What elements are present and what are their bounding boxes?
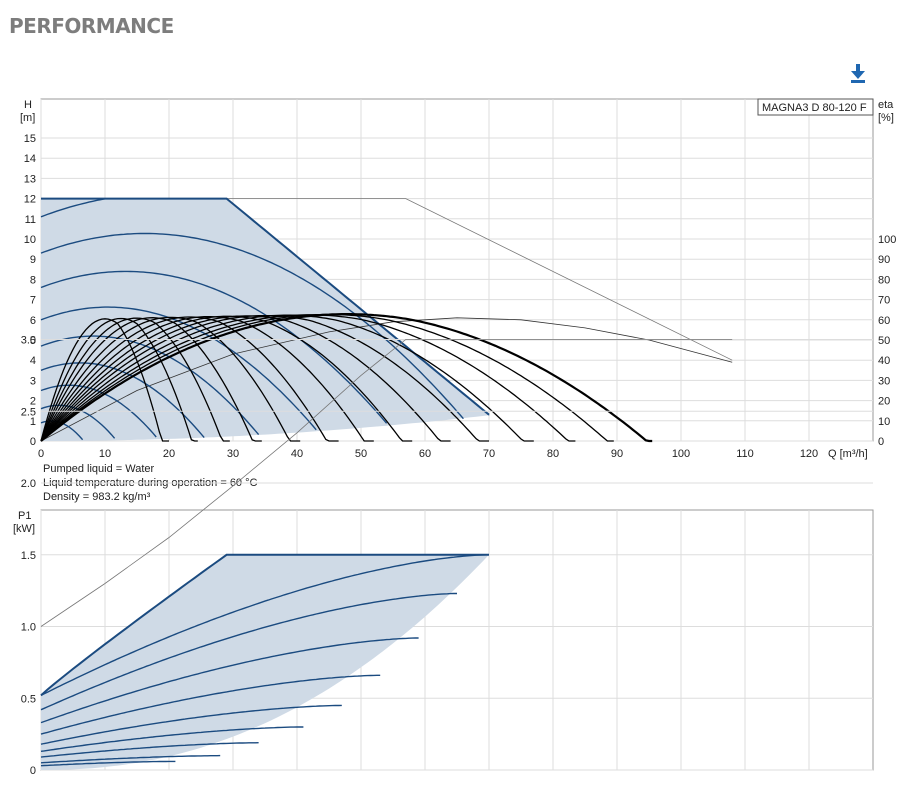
model-label-box	[757, 98, 874, 116]
power-speed-curve	[40, 554, 489, 697]
efficiency-curve	[40, 313, 653, 443]
x-tick-label: 90	[611, 448, 623, 460]
eta-tick-label: 70	[878, 295, 890, 307]
y-tick-label: 6	[30, 315, 36, 327]
p1-axis-label: P1	[18, 510, 31, 522]
x-tick-label: 40	[291, 448, 303, 460]
eta-tick-label: 10	[878, 416, 890, 428]
efficiency-curve	[40, 317, 262, 442]
power-speed-curve	[40, 742, 259, 758]
speed-curve	[40, 335, 260, 436]
y-tick-label: 8	[30, 274, 36, 286]
speed-curve	[40, 384, 157, 438]
power-tick-label: 1.5	[21, 550, 36, 562]
eta-tick-label: 60	[878, 315, 890, 327]
h-axis-unit: [m]	[20, 112, 35, 124]
eta-tick-label: 20	[878, 396, 890, 408]
power-speed-curve	[40, 592, 457, 711]
x-tick-label: 10	[99, 448, 111, 460]
power-speed-curve	[40, 726, 304, 752]
y-tick-label: 5	[30, 335, 36, 347]
power-speed-curve	[40, 704, 342, 745]
power-tick-label: 1.0	[21, 622, 36, 634]
eta-tick-label: 30	[878, 375, 890, 387]
operating-area	[41, 198, 489, 441]
y-tick-label: 2	[30, 396, 36, 408]
eta-tick-label: 90	[878, 254, 890, 266]
x-tick-label: 50	[355, 448, 367, 460]
model-label: MAGNA3 D 80-120 F	[762, 102, 867, 114]
eta-tick-label: 40	[878, 355, 890, 367]
annotation-density: Density = 983.2 kg/m³	[43, 491, 151, 503]
eta-tick-label: 80	[878, 274, 890, 286]
speed-curve	[40, 270, 388, 424]
efficiency-curve	[40, 317, 230, 442]
twin-efficiency-curve	[40, 317, 733, 442]
efficiency-curve	[40, 317, 198, 442]
efficiency-curve	[40, 315, 413, 442]
y-tick-label: 12	[24, 194, 36, 206]
x-tick-label: 60	[419, 448, 431, 460]
y-tick-label: 10	[24, 234, 36, 246]
y-tick-label: 1	[30, 416, 36, 428]
power-max-curve	[40, 553, 489, 697]
x-tick-label: 0	[38, 448, 44, 460]
power-speed-curve	[40, 674, 381, 735]
speed-curve	[40, 198, 106, 218]
efficiency-curve	[40, 316, 374, 442]
twin-power-curve	[40, 339, 733, 627]
y-tick-label: 0	[30, 436, 36, 448]
y-tick-label: 3	[30, 375, 36, 387]
y-tick-label: 14	[24, 153, 36, 165]
head-chart: 0 10 20 30 40 50 60 70 80 90 100 110 120 01234567891…	[20, 98, 896, 503]
head-x-ticks: 0 10 20 30 40 50 60 70 80 90 100 110 120	[38, 448, 818, 460]
y-tick-label: 4	[30, 355, 36, 367]
eta-tick-label: 100	[878, 234, 896, 246]
eta-axis-unit: [%]	[878, 112, 894, 124]
eta-y-ticks: 0 10 20 30 40 50 60 70 80 90 100	[878, 234, 896, 448]
power-curves	[40, 339, 733, 767]
operating-area-fill	[41, 198, 489, 441]
efficiency-curve	[40, 316, 301, 442]
efficiency-curve	[40, 318, 169, 442]
x-tick-label: 20	[163, 448, 175, 460]
power-tick-label: 2.5	[21, 406, 36, 418]
y-tick-label: 15	[24, 133, 36, 145]
h-axis-label: H	[24, 99, 32, 111]
power-speed-curve	[40, 754, 221, 764]
power-y-ticks: 0 0.5 1.0 1.5 2.0 2.5 3.0	[21, 335, 36, 778]
power-grid	[40, 339, 873, 771]
power-tick-label: 0	[30, 765, 36, 777]
power-tick-label: 3.0	[21, 335, 36, 347]
x-tick-label: 120	[800, 448, 818, 460]
y-tick-label: 9	[30, 254, 36, 266]
power-chart: 0 0.5 1.0 1.5 2.0 2.5 3.0 P1 [kW]	[13, 335, 874, 778]
y-tick-label: 13	[24, 173, 36, 185]
speed-curve	[40, 232, 464, 420]
efficiency-curve	[40, 316, 339, 442]
download-button[interactable]	[848, 63, 868, 85]
download-icon	[851, 64, 865, 83]
power-tick-label: 2.0	[21, 478, 36, 490]
power-speed-curve	[40, 637, 419, 724]
page-title: PERFORMANCE	[9, 14, 174, 38]
x-tick-label: 30	[227, 448, 239, 460]
y-tick-label: 7	[30, 295, 36, 307]
y-tick-label: 11	[25, 214, 36, 226]
power-tick-label: 0.5	[21, 693, 36, 705]
eta-axis-label: eta	[878, 99, 894, 111]
q-axis-label: Q [m³/h]	[828, 448, 868, 460]
eta-tick-label: 50	[878, 335, 890, 347]
x-tick-label: 80	[547, 448, 559, 460]
head-curves	[40, 197, 733, 443]
power-speed-curve	[40, 760, 176, 767]
x-tick-label: 100	[672, 448, 690, 460]
x-tick-label: 70	[483, 448, 495, 460]
p1-axis-unit: [kW]	[13, 523, 35, 535]
eta-tick-label: 0	[878, 436, 884, 448]
annotation-liquid: Pumped liquid = Water	[43, 463, 155, 475]
x-tick-label: 110	[736, 448, 754, 460]
